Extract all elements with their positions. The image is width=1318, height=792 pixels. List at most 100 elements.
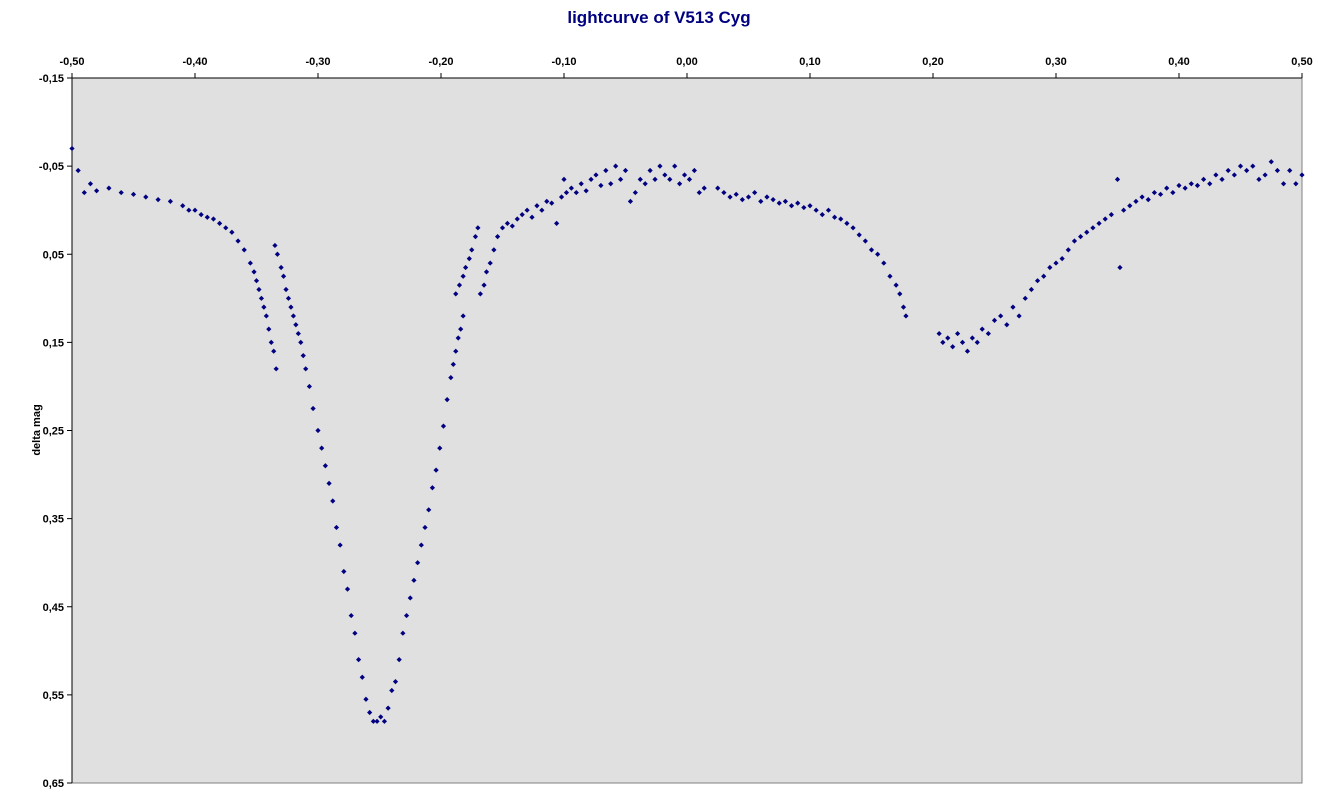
data-point xyxy=(998,313,1004,319)
data-point xyxy=(1164,185,1170,191)
data-point xyxy=(539,207,545,213)
data-point xyxy=(456,282,463,288)
data-point xyxy=(192,207,198,213)
data-point xyxy=(1145,197,1151,203)
data-point xyxy=(426,507,432,513)
data-point xyxy=(979,326,985,332)
data-point xyxy=(477,291,483,297)
data-point xyxy=(1274,167,1280,174)
data-point xyxy=(1182,185,1188,191)
x-axis-ticks: -0,50 -0,40 -0,30 -0,20 -0,10 0,00 0,10 0,20 0,3… xyxy=(59,56,1313,78)
y-tick-label: -0,05 xyxy=(39,161,64,173)
data-point xyxy=(677,181,683,187)
x-tick-label: 0,00 xyxy=(676,56,697,68)
data-point xyxy=(936,330,942,337)
data-point xyxy=(900,304,907,310)
data-point xyxy=(1170,189,1176,196)
data-point xyxy=(326,480,332,486)
data-point xyxy=(437,445,443,451)
data-point xyxy=(558,194,565,200)
data-point xyxy=(549,200,555,206)
data-point xyxy=(293,322,299,328)
data-point xyxy=(1256,176,1262,182)
data-point xyxy=(1293,181,1299,187)
data-point xyxy=(94,188,100,194)
data-point xyxy=(69,145,75,152)
data-point xyxy=(875,251,881,257)
data-point xyxy=(198,211,204,218)
data-point xyxy=(271,348,277,354)
data-point xyxy=(509,223,515,229)
data-point xyxy=(180,203,186,209)
data-point xyxy=(752,189,758,196)
data-point xyxy=(344,586,351,592)
plot-area xyxy=(71,77,1303,784)
data-point xyxy=(1114,176,1121,182)
data-point xyxy=(483,269,490,275)
x-tick-label: -0,10 xyxy=(551,56,576,68)
data-point xyxy=(1108,211,1114,218)
data-point xyxy=(1047,264,1053,271)
data-point xyxy=(1139,194,1145,200)
data-point xyxy=(739,197,745,203)
data-point xyxy=(578,181,584,187)
data-point xyxy=(400,630,406,636)
data-point xyxy=(672,163,678,169)
data-point xyxy=(617,176,624,182)
data-point xyxy=(1194,182,1201,189)
data-point xyxy=(1280,181,1287,187)
y-tick-label: 0,15 xyxy=(43,337,64,349)
data-point xyxy=(832,214,838,220)
data-point xyxy=(529,214,535,220)
data-point xyxy=(319,445,325,451)
y-tick-label: 0,35 xyxy=(43,514,64,526)
data-point xyxy=(378,714,384,720)
data-point xyxy=(696,189,702,196)
data-point xyxy=(288,304,294,310)
data-point xyxy=(235,238,241,244)
data-point xyxy=(955,330,961,337)
x-tick-label: -0,40 xyxy=(182,56,207,68)
data-point xyxy=(223,225,229,231)
data-point xyxy=(1244,167,1250,174)
data-point xyxy=(453,291,459,297)
data-point xyxy=(1219,176,1225,182)
data-point xyxy=(603,167,609,174)
data-point xyxy=(106,185,112,191)
data-point xyxy=(143,194,149,200)
data-point xyxy=(411,577,417,583)
data-point xyxy=(1071,238,1078,244)
data-point xyxy=(1250,163,1256,169)
data-point xyxy=(210,216,217,222)
y-axis-title: delta mag xyxy=(31,404,43,455)
data-point xyxy=(333,524,340,531)
y-tick-label: 0,45 xyxy=(43,602,64,614)
data-point xyxy=(1102,216,1108,222)
data-point xyxy=(776,200,782,206)
data-point xyxy=(588,176,594,182)
data-point xyxy=(258,295,265,301)
data-point xyxy=(701,185,707,191)
data-point xyxy=(940,339,946,345)
data-point xyxy=(448,375,454,381)
data-point xyxy=(1041,273,1047,279)
data-point xyxy=(544,198,550,204)
data-point xyxy=(283,286,289,293)
data-point xyxy=(950,344,956,350)
data-point xyxy=(263,313,269,319)
data-point xyxy=(868,247,875,253)
data-point xyxy=(499,225,506,231)
data-point xyxy=(642,181,648,187)
data-point xyxy=(991,317,998,323)
data-point xyxy=(1213,172,1219,178)
data-point xyxy=(1287,167,1293,174)
data-point xyxy=(475,225,481,231)
data-point xyxy=(469,247,475,253)
chart-title: lightcurve of V513 Cyg xyxy=(567,8,751,27)
data-point xyxy=(903,313,909,319)
y-axis-ticks: -0,15 -0,05 0,05 0,15 0,25 0,35 0,45 0,55 0,65 xyxy=(39,73,72,790)
data-point xyxy=(1225,167,1231,174)
data-point xyxy=(563,189,570,196)
data-point xyxy=(721,189,727,196)
x-tick-label: 0,50 xyxy=(1291,56,1312,68)
